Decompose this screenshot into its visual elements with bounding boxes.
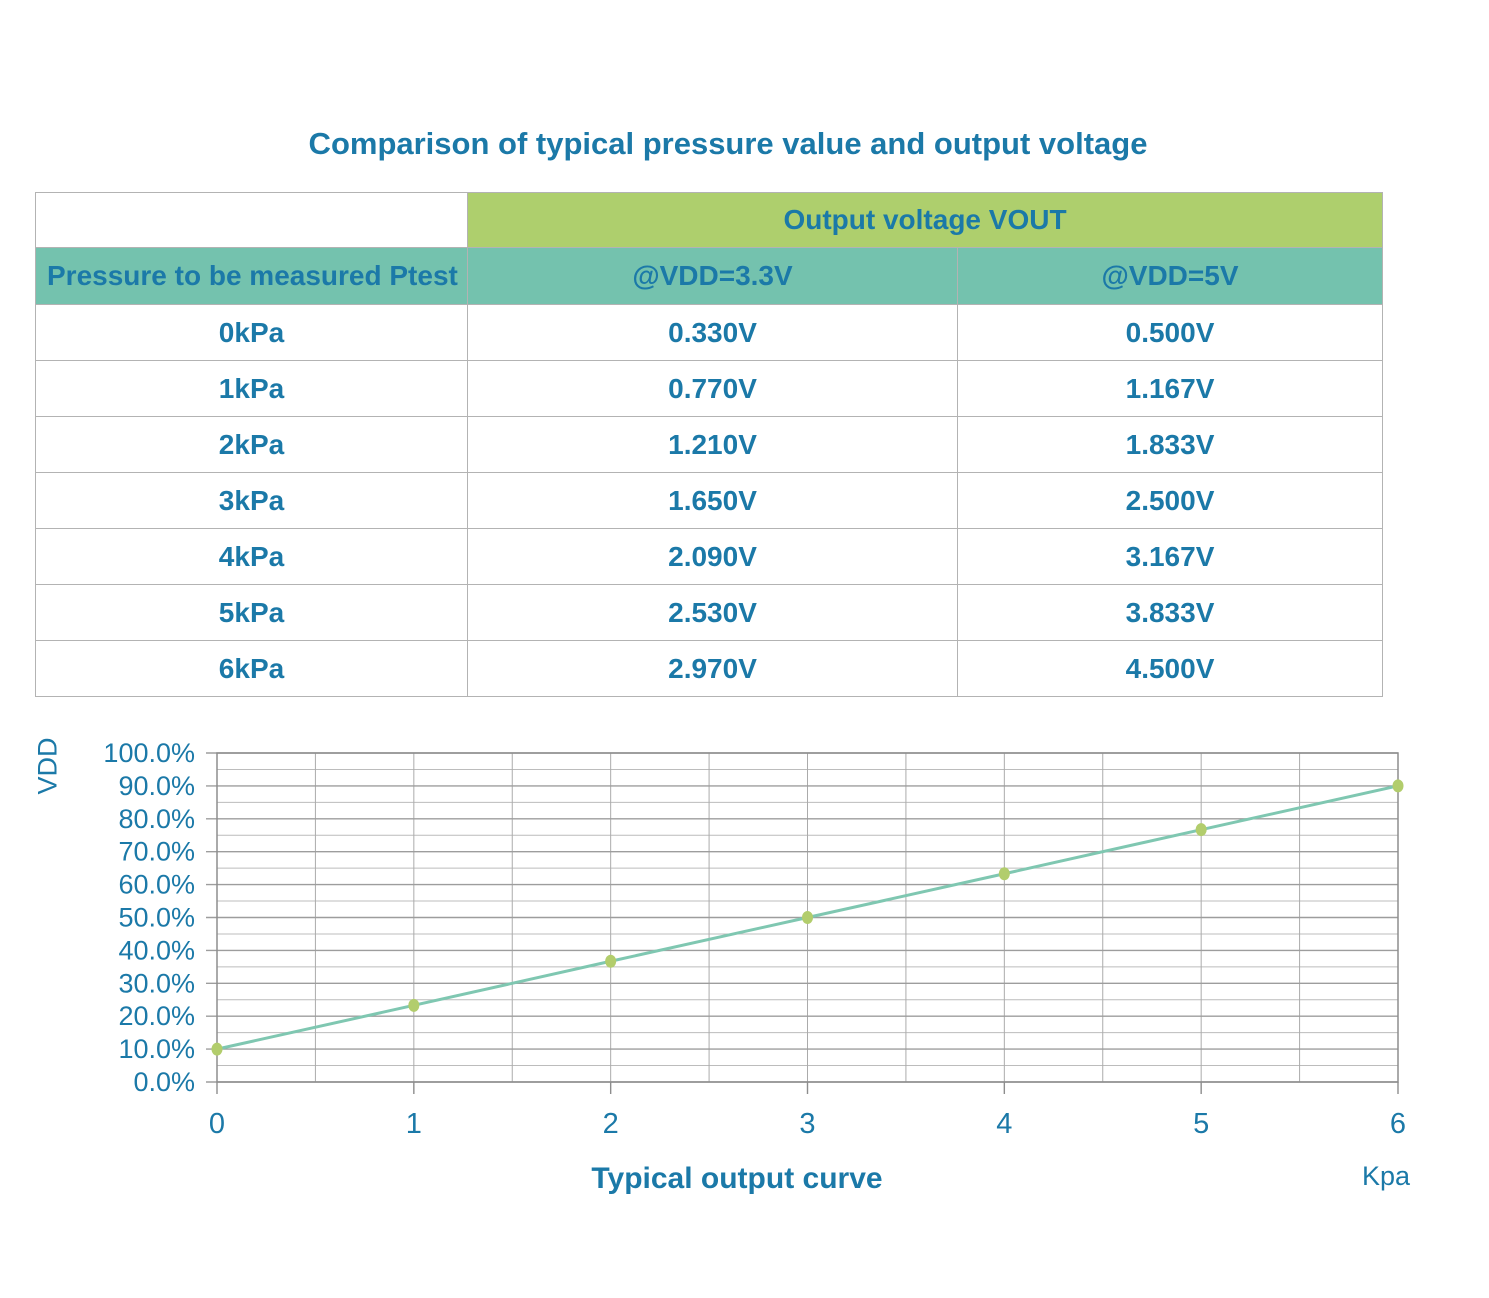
data-point-marker xyxy=(998,867,1010,881)
x-tick-label: 4 xyxy=(996,1108,1012,1140)
table-group-header: Output voltage VOUT xyxy=(466,192,1384,248)
x-tick-label: 5 xyxy=(1193,1108,1209,1140)
y-tick-label: 0.0% xyxy=(133,1067,195,1097)
table-row: 6kPa 2.970V 4.500V xyxy=(35,640,1384,697)
vout-3v3-cell: 2.530V xyxy=(467,584,958,641)
vout-3v3-cell: 1.210V xyxy=(467,416,958,473)
y-tick-label: 30.0% xyxy=(118,968,195,998)
y-tick-label: 80.0% xyxy=(118,804,195,834)
table-row: 5kPa 2.530V 3.833V xyxy=(35,584,1384,641)
table-col-header-vdd33: @VDD=3.3V xyxy=(467,247,958,305)
data-point-marker xyxy=(605,954,617,968)
vout-3v3-cell: 0.770V xyxy=(467,360,958,417)
table-row: 0kPa 0.330V 0.500V xyxy=(35,304,1384,361)
x-tick-label: 3 xyxy=(799,1108,815,1140)
pressure-cell: 0kPa xyxy=(35,304,468,361)
vout-5v-cell: 3.167V xyxy=(956,528,1384,585)
vout-5v-cell: 2.500V xyxy=(956,472,1384,529)
vout-5v-cell: 1.833V xyxy=(956,416,1384,473)
vout-5v-cell: 4.500V xyxy=(956,640,1384,697)
pressure-voltage-table: Output voltage VOUT Pressure to be measu… xyxy=(35,192,1384,697)
table-col-header-vdd5: @VDD=5V xyxy=(956,247,1384,305)
table-group-header-row: Output voltage VOUT xyxy=(35,192,1384,248)
data-point-marker xyxy=(802,911,813,924)
data-point-marker xyxy=(1392,779,1404,793)
chart-title: Typical output curve xyxy=(591,1162,883,1195)
x-tick-label: 6 xyxy=(1390,1108,1406,1140)
page-title: Comparison of typical pressure value and… xyxy=(308,126,1148,161)
table-header-row: Pressure to be measured Ptest @VDD=3.3V … xyxy=(35,247,1384,305)
y-tick-label: 70.0% xyxy=(118,837,195,867)
x-axis-unit-label: Kpa xyxy=(1361,1161,1411,1191)
y-tick-label: 20.0% xyxy=(118,1001,195,1031)
data-point-marker xyxy=(408,998,420,1012)
table-corner-cell xyxy=(35,192,468,248)
table-row: 3kPa 1.650V 2.500V xyxy=(35,472,1384,529)
pressure-cell: 5kPa xyxy=(35,584,468,641)
table-row: 2kPa 1.210V 1.833V xyxy=(35,416,1384,473)
x-tick-label: 2 xyxy=(603,1108,619,1140)
vout-5v-cell: 3.833V xyxy=(956,584,1384,641)
pressure-cell: 6kPa xyxy=(35,640,468,697)
y-tick-label: 90.0% xyxy=(118,771,195,801)
y-axis-title: VDD xyxy=(32,737,63,795)
data-point-marker xyxy=(211,1042,223,1056)
x-tick-label: 0 xyxy=(209,1108,225,1140)
y-tick-label: 40.0% xyxy=(118,935,195,965)
y-tick-label: 100.0% xyxy=(103,738,195,768)
data-point-marker xyxy=(1195,823,1207,837)
vout-3v3-cell: 1.650V xyxy=(467,472,958,529)
vout-3v3-cell: 2.970V xyxy=(467,640,958,697)
vout-5v-cell: 1.167V xyxy=(956,360,1384,417)
x-tick-label: 1 xyxy=(406,1108,422,1140)
y-tick-label: 10.0% xyxy=(118,1034,195,1064)
y-tick-label: 60.0% xyxy=(118,870,195,900)
y-tick-label: 50.0% xyxy=(118,903,195,933)
vout-5v-cell: 0.500V xyxy=(956,304,1384,361)
pressure-cell: 2kPa xyxy=(35,416,468,473)
pressure-cell: 3kPa xyxy=(35,472,468,529)
